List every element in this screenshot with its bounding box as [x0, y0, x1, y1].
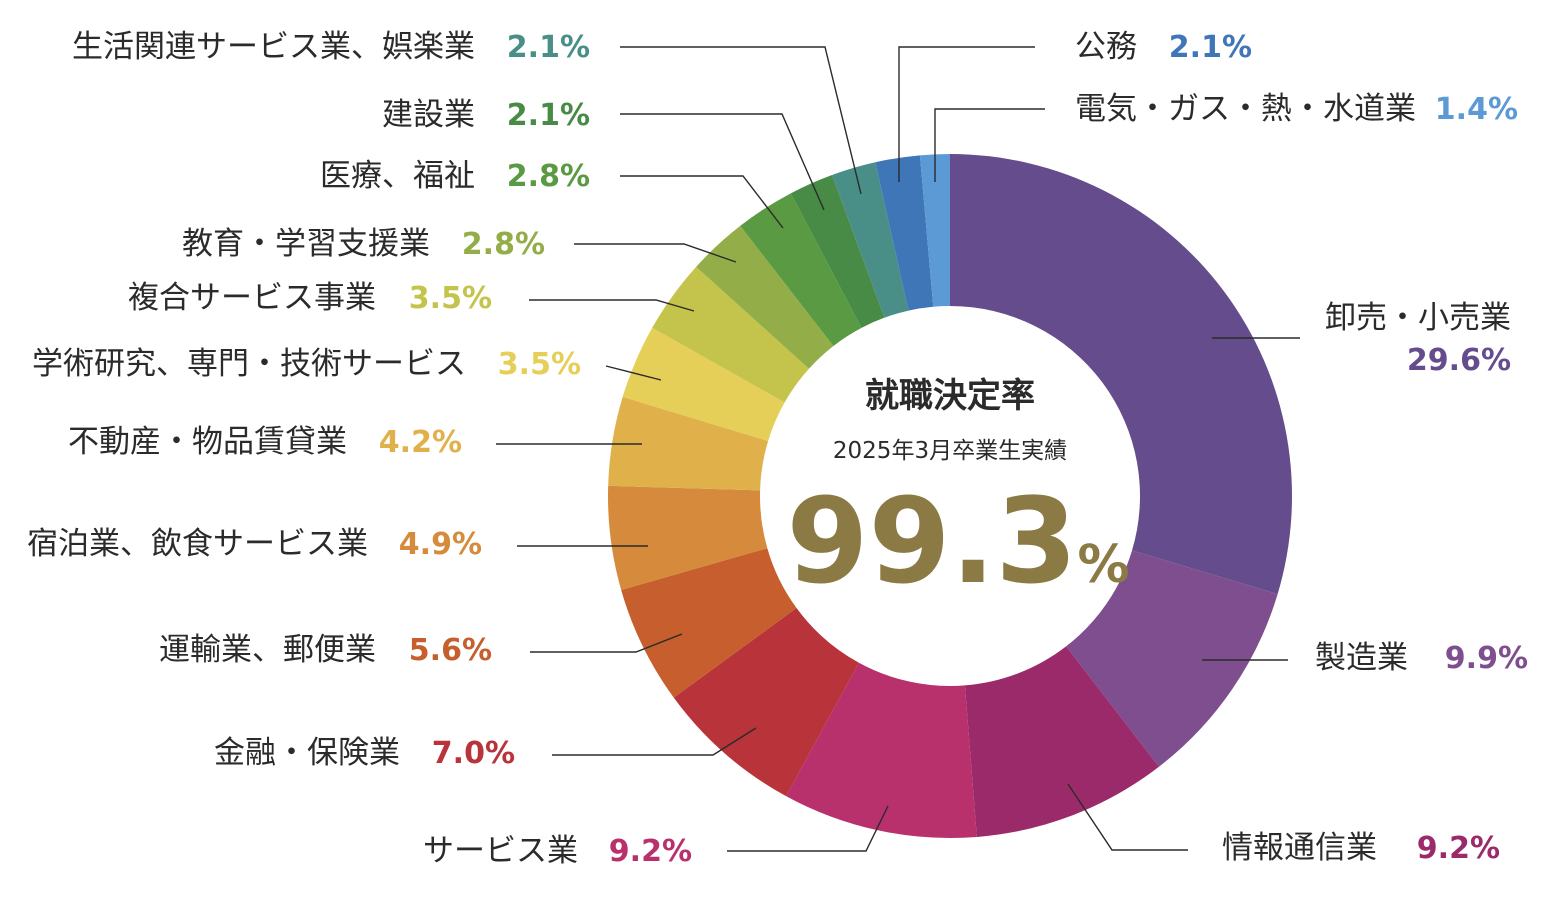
donut-slice [608, 396, 769, 491]
leader-line [574, 243, 737, 263]
donut-slice [652, 266, 809, 403]
leader-line [530, 633, 683, 653]
slice-category-label: 卸売・小売業 [1325, 300, 1511, 336]
center-title: 就職決定率 [865, 376, 1035, 416]
slice-category-label: 電気・ガス・熱・水道業 [1075, 91, 1416, 127]
slice-value-label: 2.8% [462, 227, 545, 262]
slice-category-label: 複合サービス事業 [128, 280, 376, 316]
slice-value-label: 3.5% [498, 347, 581, 382]
donut-slice [950, 154, 1292, 595]
leader-line [620, 46, 862, 195]
leader-line [1067, 783, 1188, 851]
donut-slice [832, 162, 909, 318]
center-summary: 就職決定率 2025年3月卒業生実績 99.3% [786, 376, 1129, 610]
slice-value-label: 2.1% [1169, 30, 1252, 65]
slice-category-label: 不動産・物品賃貸業 [68, 424, 347, 460]
donut-slices [608, 154, 1292, 838]
slice-category-label: 医療、福祉 [320, 158, 475, 194]
slice-value-label: 3.5% [409, 281, 492, 316]
slice-category-label: 製造業 [1315, 640, 1408, 676]
slice-category-label: 公務 [1075, 29, 1137, 65]
slice-category-label: 宿泊業、飲食サービス業 [27, 526, 368, 562]
leader-line [934, 108, 1045, 182]
donut-slice [786, 662, 977, 838]
slice-value-label: 4.9% [399, 527, 482, 562]
leader-line [898, 46, 1035, 182]
donut-slice [608, 485, 768, 590]
slice-value-label: 4.2% [379, 425, 462, 460]
center-rate: 99.3% [786, 472, 1129, 610]
slice-value-label: 29.6% [1407, 343, 1511, 378]
leader-line [605, 365, 662, 381]
donut-slice [1066, 550, 1278, 767]
slice-value-label: 5.6% [409, 633, 492, 668]
slice-category-label: 学術研究、専門・技術サービス [32, 346, 466, 382]
leader-line [620, 113, 825, 211]
slice-category-label: サービス業 [423, 833, 578, 869]
center-rate-unit: % [1078, 535, 1130, 595]
slice-value-label: 9.9% [1445, 641, 1528, 676]
donut-slice [964, 646, 1159, 837]
slice-value-label: 9.2% [609, 834, 692, 869]
slice-category-label: 情報通信業 [1222, 830, 1377, 866]
slice-category-label: 金融・保険業 [214, 735, 400, 771]
slice-category-label: 生活関連サービス業、娯楽業 [72, 29, 475, 65]
slice-value-label: 2.1% [507, 98, 590, 133]
donut-slice [919, 154, 950, 307]
donut-slice [621, 548, 797, 698]
leader-line [552, 727, 757, 756]
slice-category-label: 運輸業、郵便業 [159, 632, 376, 668]
slice-value-label: 1.4% [1435, 92, 1518, 127]
center-subtitle: 2025年3月卒業生実績 [833, 438, 1067, 464]
slice-value-label: 7.0% [432, 736, 515, 771]
donut-slice [740, 193, 862, 346]
leader-line [727, 805, 889, 852]
slice-category-label: 教育・学習支援業 [182, 226, 430, 262]
donut-slice [875, 155, 934, 311]
leader-line [620, 175, 784, 229]
donut-slice [790, 174, 885, 328]
slice-value-label: 2.1% [507, 30, 590, 65]
leader-line [529, 299, 695, 312]
center-rate-value: 99.3 [786, 472, 1077, 610]
slice-labels: 卸売・小売業 29.6% 製造業 9.9% 情報通信業 9.2% サービス業 9.2% 金融・保… [27, 29, 1528, 869]
donut-slice [622, 327, 785, 441]
slice-category-label: 建設業 [382, 97, 475, 133]
slice-value-label: 9.2% [1417, 831, 1500, 866]
slice-value-label: 2.8% [507, 159, 590, 194]
leader-lines [496, 46, 1300, 852]
donut-slice [673, 608, 859, 797]
donut-slice [696, 225, 834, 369]
